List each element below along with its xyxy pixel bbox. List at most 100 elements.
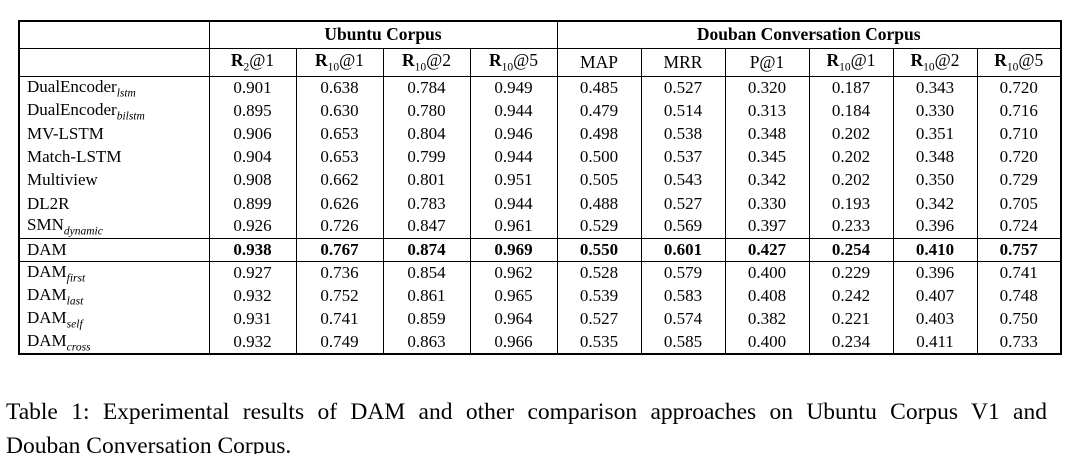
- value-cell: 0.345: [724, 145, 809, 169]
- model-cell: DAMlast: [27, 285, 84, 308]
- model-cell: SMNdynamic: [19, 215, 209, 239]
- value-cell: 0.895: [208, 99, 296, 123]
- value-cell: 0.514: [640, 99, 725, 123]
- value-cell: 0.233: [808, 215, 893, 239]
- table-row: DAMcross 0.932 0.749 0.863 0.966 0.535 0.585 0.…: [19, 331, 1061, 355]
- value-cell: 0.951: [469, 168, 557, 192]
- value-cell: 0.662: [295, 168, 383, 192]
- value-cell: 0.342: [724, 168, 809, 192]
- metric-header: MAP: [556, 48, 641, 77]
- value-cell: 0.411: [892, 331, 977, 355]
- value-cell: 0.538: [640, 122, 725, 146]
- value-cell: 0.741: [295, 307, 383, 332]
- value-cell: 0.946: [469, 122, 557, 146]
- value-cell: 0.630: [295, 99, 383, 123]
- value-cell: 0.313: [724, 99, 809, 123]
- table-row: DualEncoderlstm 0.901 0.638 0.784 0.949 0.485…: [19, 76, 1061, 100]
- table-row: DAMself 0.931 0.741 0.859 0.964 0.527 0.574 0.3…: [19, 307, 1061, 332]
- value-cell: 0.330: [724, 191, 809, 216]
- value-cell: 0.427: [724, 238, 809, 263]
- group-header: Douban Conversation Corpus: [556, 21, 1061, 49]
- value-cell: 0.403: [892, 307, 977, 332]
- value-cell: 0.716: [976, 99, 1061, 123]
- value-cell: 0.479: [556, 99, 641, 123]
- header-metric-row: R2@1 R10@1 R10@2 R10@5 MAP MRR P@1 R10@1 R10@2 R1…: [19, 48, 1061, 77]
- value-cell: 0.741: [976, 261, 1061, 285]
- table-row: Multiview 0.908 0.662 0.801 0.951 0.505 0.543 0…: [19, 168, 1061, 192]
- value-cell: 0.861: [382, 284, 470, 308]
- value-cell: 0.931: [208, 307, 296, 332]
- value-cell: 0.529: [556, 215, 641, 239]
- value-cell: 0.193: [808, 191, 893, 216]
- value-cell: 0.626: [295, 191, 383, 216]
- model-cell: MV-LSTM: [27, 123, 104, 143]
- value-cell: 0.184: [808, 99, 893, 123]
- value-cell: 0.736: [295, 261, 383, 285]
- value-cell: 0.757: [976, 238, 1061, 263]
- value-cell: 0.569: [640, 215, 725, 239]
- value-cell: 0.944: [469, 99, 557, 123]
- value-cell: 0.187: [808, 76, 893, 100]
- value-cell: 0.543: [640, 168, 725, 192]
- value-cell: 0.653: [295, 145, 383, 169]
- value-cell: 0.527: [640, 76, 725, 100]
- value-cell: 0.396: [892, 215, 977, 239]
- value-cell: 0.397: [724, 215, 809, 239]
- value-cell: 0.752: [295, 284, 383, 308]
- model-cell: DAMfirst: [27, 262, 86, 285]
- value-cell: 0.949: [469, 76, 557, 100]
- results-table: Ubuntu Corpus Douban Conversation Corpus R…: [18, 20, 1062, 356]
- value-cell: 0.400: [724, 331, 809, 355]
- value-cell: 0.550: [556, 238, 641, 263]
- corner-cell: [19, 48, 209, 77]
- metric-header: MRR: [640, 48, 725, 77]
- value-cell: 0.724: [976, 215, 1061, 239]
- value-cell: 0.784: [382, 76, 470, 100]
- value-cell: 0.944: [469, 145, 557, 169]
- value-cell: 0.242: [808, 284, 893, 308]
- value-cell: 0.733: [976, 331, 1061, 355]
- value-cell: 0.202: [808, 122, 893, 146]
- value-cell: 0.527: [640, 191, 725, 216]
- value-cell: 0.408: [724, 284, 809, 308]
- value-cell: 0.932: [208, 331, 296, 355]
- group-header: Ubuntu Corpus: [208, 21, 557, 49]
- value-cell: 0.932: [208, 284, 296, 308]
- value-cell: 0.801: [382, 168, 470, 192]
- value-cell: 0.961: [469, 215, 557, 239]
- value-cell: 0.854: [382, 261, 470, 285]
- value-cell: 0.585: [640, 331, 725, 355]
- header-group-row: Ubuntu Corpus Douban Conversation Corpus: [19, 21, 1061, 49]
- value-cell: 0.583: [640, 284, 725, 308]
- value-cell: 0.320: [724, 76, 809, 100]
- value-cell: 0.804: [382, 122, 470, 146]
- value-cell: 0.927: [208, 261, 296, 285]
- value-cell: 0.382: [724, 307, 809, 332]
- caption-line-2: Douban Conversation Corpus.: [6, 432, 292, 454]
- value-cell: 0.400: [724, 261, 809, 285]
- value-cell: 0.926: [208, 215, 296, 239]
- value-cell: 0.348: [892, 145, 977, 169]
- model-cell: DL2R: [27, 193, 70, 213]
- value-cell: 0.780: [382, 99, 470, 123]
- table-row: DAMlast 0.932 0.752 0.861 0.965 0.539 0.583 0.4…: [19, 284, 1061, 308]
- value-cell: 0.343: [892, 76, 977, 100]
- value-cell: 0.505: [556, 168, 641, 192]
- value-cell: 0.847: [382, 215, 470, 239]
- model-cell: Multiview: [27, 170, 98, 190]
- value-cell: 0.729: [976, 168, 1061, 192]
- value-cell: 0.330: [892, 99, 977, 123]
- value-cell: 0.799: [382, 145, 470, 169]
- value-cell: 0.938: [208, 238, 296, 263]
- value-cell: 0.863: [382, 331, 470, 355]
- value-cell: 0.348: [724, 122, 809, 146]
- value-cell: 0.783: [382, 191, 470, 216]
- value-cell: 0.859: [382, 307, 470, 332]
- metric-header: P@1: [724, 48, 809, 77]
- value-cell: 0.528: [556, 261, 641, 285]
- value-cell: 0.962: [469, 261, 557, 285]
- value-cell: 0.710: [976, 122, 1061, 146]
- table-row: DAM 0.938 0.767 0.874 0.969 0.550 0.601 0.427 0.…: [19, 238, 1061, 263]
- value-cell: 0.254: [808, 238, 893, 263]
